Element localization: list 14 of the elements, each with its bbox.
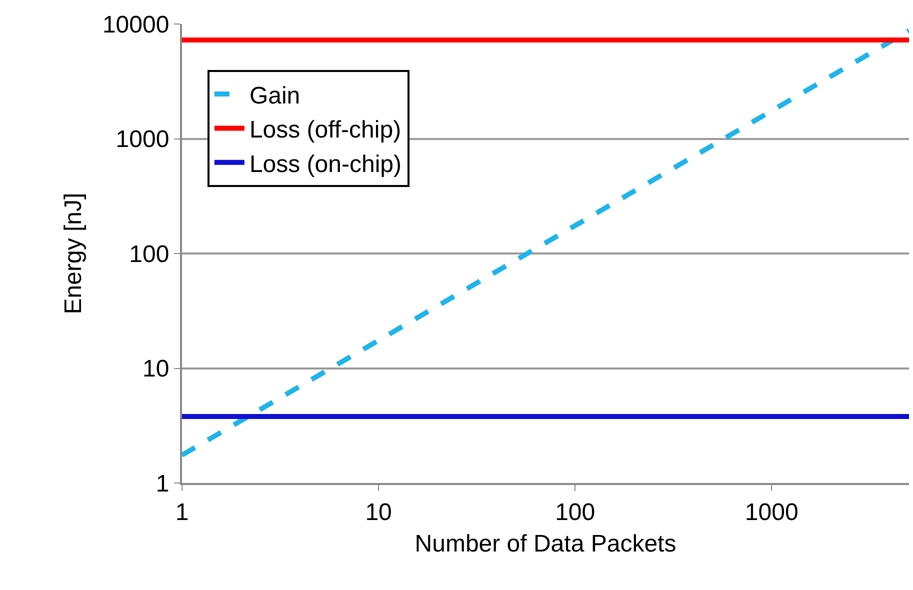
x-tick-label: 10 xyxy=(365,498,392,526)
y-axis-title: Energy [nJ] xyxy=(60,192,88,314)
x-axis-title: Number of Data Packets xyxy=(414,530,676,558)
y-tick-label: 10000 xyxy=(102,11,170,38)
x-tick-label: 1000 xyxy=(744,498,798,526)
y-tick-label: 1000 xyxy=(116,126,170,154)
y-tick-label: 10 xyxy=(142,356,170,383)
x-tick-label: 1 xyxy=(175,498,189,526)
x-tick-label: 100 xyxy=(555,498,596,526)
y-tick-label: 1 xyxy=(156,470,170,498)
legend-label: Loss (on-chip) xyxy=(249,150,402,178)
legend-label: Gain xyxy=(249,82,300,110)
y-tick-label: 100 xyxy=(129,240,170,268)
legend-label: Loss (off-chip) xyxy=(249,116,402,144)
